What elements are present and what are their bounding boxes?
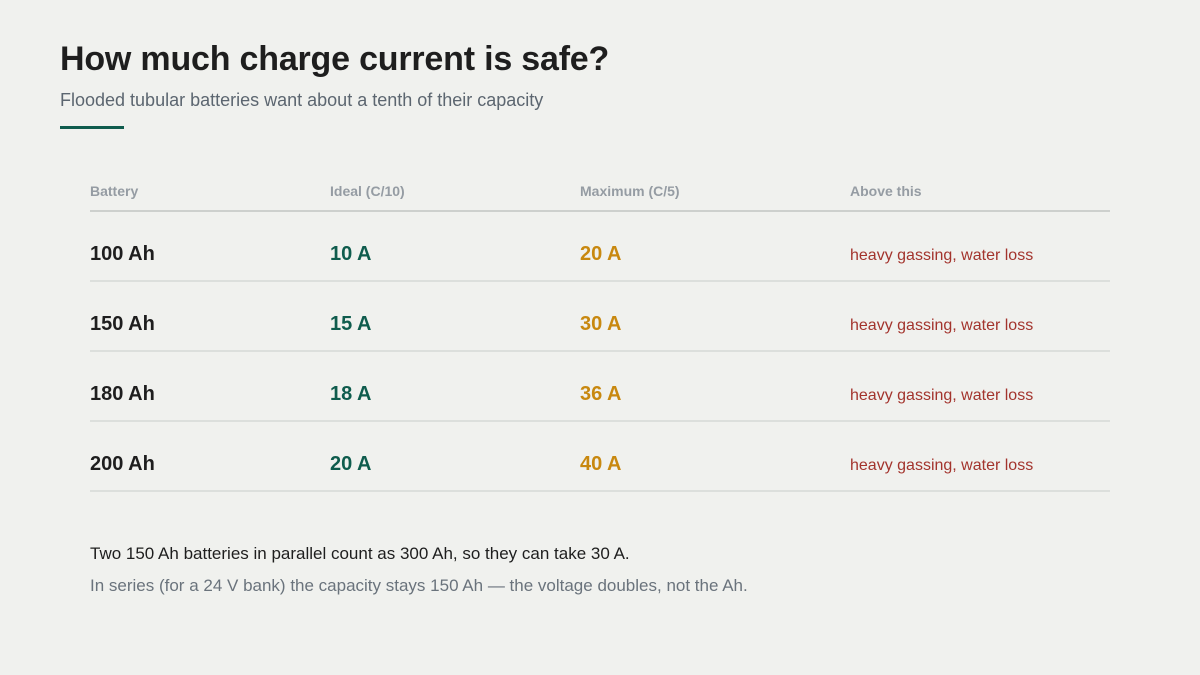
above-warning: heavy gassing, water loss <box>850 457 1034 474</box>
battery-capacity: 180 Ah <box>90 383 155 405</box>
above-warning: heavy gassing, water loss <box>850 247 1034 264</box>
accent-divider <box>60 126 124 129</box>
header-maximum: Maximum (C/5) <box>580 183 680 199</box>
battery-capacity: 150 Ah <box>90 313 155 335</box>
ideal-current: 10 A <box>330 243 372 265</box>
battery-capacity: 100 Ah <box>90 243 155 265</box>
ideal-current: 18 A <box>330 383 372 405</box>
above-warning: heavy gassing, water loss <box>850 317 1034 334</box>
ideal-current: 20 A <box>330 453 372 475</box>
maximum-current: 20 A <box>580 243 622 265</box>
table-header-row: Battery Ideal (C/10) Maximum (C/5) Above… <box>90 172 1110 212</box>
table-row: 100 Ah 10 A 20 A heavy gassing, water lo… <box>90 212 1110 282</box>
series-note: In series (for a 24 V bank) the capacity… <box>90 576 748 595</box>
charge-current-table: Battery Ideal (C/10) Maximum (C/5) Above… <box>90 172 1110 492</box>
maximum-current: 40 A <box>580 453 622 475</box>
battery-capacity: 200 Ah <box>90 453 155 475</box>
maximum-current: 36 A <box>580 383 622 405</box>
parallel-note: Two 150 Ah batteries in parallel count a… <box>90 544 630 563</box>
above-warning: heavy gassing, water loss <box>850 387 1034 404</box>
header-battery: Battery <box>90 183 139 199</box>
header-ideal: Ideal (C/10) <box>330 183 405 199</box>
table-row: 180 Ah 18 A 36 A heavy gassing, water lo… <box>90 352 1110 422</box>
maximum-current: 30 A <box>580 313 622 335</box>
table-row: 150 Ah 15 A 30 A heavy gassing, water lo… <box>90 282 1110 352</box>
page-subtitle: Flooded tubular batteries want about a t… <box>60 90 544 110</box>
page-title: How much charge current is safe? <box>60 40 610 78</box>
ideal-current: 15 A <box>330 313 372 335</box>
header-above-this: Above this <box>850 183 922 199</box>
table-row: 200 Ah 20 A 40 A heavy gassing, water lo… <box>90 422 1110 492</box>
